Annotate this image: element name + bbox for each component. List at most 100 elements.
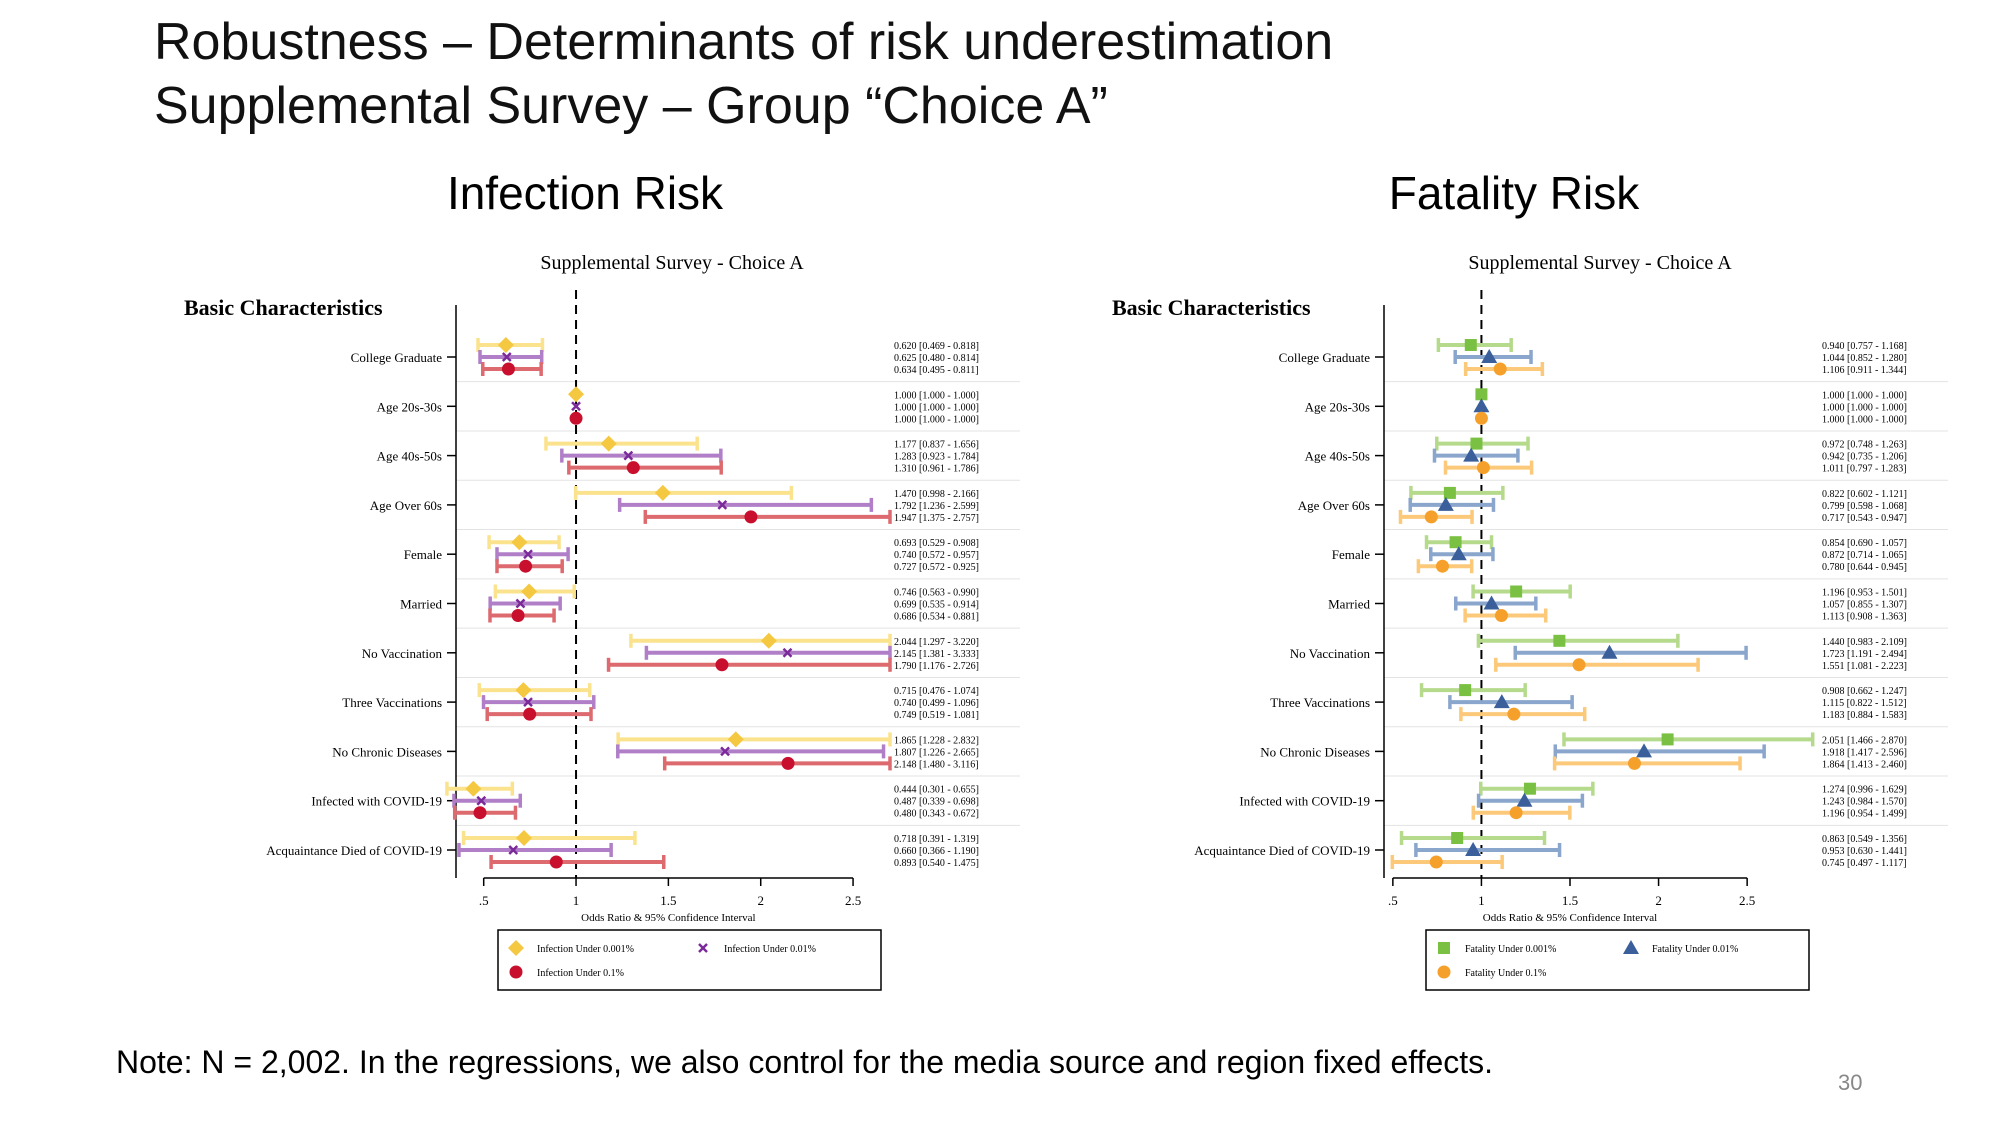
infection-point-infection-under-0-001 bbox=[654, 484, 671, 501]
infection-estimate-label: 0.740 [0.499 - 1.096] bbox=[894, 698, 979, 709]
fatality-legend-label-fatality-under-0-001: Fatality Under 0.001% bbox=[1465, 944, 1556, 955]
fatality-point-fatality-under-0-1 bbox=[1424, 510, 1438, 524]
infection-legend-box bbox=[497, 929, 882, 991]
fatality-point-fatality-under-0-1 bbox=[1627, 756, 1641, 770]
fatality-point-fatality-under-0-01 bbox=[1493, 694, 1510, 709]
fatality-point-fatality-under-0-01 bbox=[1437, 496, 1454, 511]
fatality-estimate-label: 2.051 [1.466 - 2.870] bbox=[1822, 735, 1907, 746]
infection-point-infection-under-0-001 bbox=[515, 830, 532, 846]
infection-point-infection-under-0-001 bbox=[521, 583, 538, 600]
infection-legend-marker-infection-under-0-001 bbox=[508, 940, 524, 956]
fatality-point-fatality-under-0-001 bbox=[1510, 585, 1523, 598]
fatality-category-label-age-20s-30s: Age 20s-30s bbox=[1305, 399, 1370, 414]
infection-point-infection-under-0-1 bbox=[781, 756, 795, 770]
fatality-estimate-label: 0.953 [0.630 - 1.441] bbox=[1822, 846, 1907, 857]
infection-point-infection-under-0-01 bbox=[782, 647, 793, 658]
infection-estimate-label: 1.177 [0.837 - 1.656] bbox=[894, 440, 979, 451]
infection-estimate-label: 1.283 [0.923 - 1.784] bbox=[894, 452, 979, 463]
infection-x-tick-label: 2.5 bbox=[845, 893, 861, 908]
fatality-point-fatality-under-0-1 bbox=[1474, 411, 1488, 425]
infection-category-label-three-vaccinations: Three Vaccinations bbox=[342, 695, 442, 710]
infection-series-infection-under-0-001 bbox=[445, 337, 892, 846]
infection-estimate-label: 2.044 [1.297 - 3.220] bbox=[894, 637, 979, 648]
panel-title-fatality: Fatality Risk bbox=[1388, 167, 1640, 219]
fatality-point-fatality-under-0-001 bbox=[1443, 486, 1456, 499]
fatality-category-label-age-40s-50s: Age 40s-50s bbox=[1305, 449, 1370, 464]
fatality-estimate-label: 1.000 [1.000 - 1.000] bbox=[1822, 390, 1907, 401]
fatality-point-fatality-under-0-01 bbox=[1636, 743, 1653, 758]
fatality-estimate-label: 0.972 [0.748 - 1.263] bbox=[1822, 440, 1907, 451]
infection-estimate-label: 1.865 [1.228 - 2.832] bbox=[894, 735, 979, 746]
fatality-x-tick-label: .5 bbox=[1388, 893, 1398, 908]
infection-estimate-label: 0.727 [0.572 - 0.925] bbox=[894, 562, 979, 573]
fatality-legend-marker-fatality-under-0-1 bbox=[1437, 965, 1451, 979]
infection-category-label-female: Female bbox=[404, 547, 442, 562]
infection-point-infection-under-0-1 bbox=[549, 855, 563, 869]
fatality-estimate-label: 0.854 [0.690 - 1.057] bbox=[1822, 538, 1907, 549]
infection-estimate-label: 0.444 [0.301 - 0.655] bbox=[894, 785, 979, 796]
fatality-estimate-label: 1.243 [0.984 - 1.570] bbox=[1822, 797, 1907, 808]
fatality-x-tick-label: 2 bbox=[1655, 893, 1662, 908]
fatality-category-label-no-vaccination: No Vaccination bbox=[1290, 646, 1371, 661]
fatality-category-label-no-chronic-diseases: No Chronic Diseases bbox=[1260, 744, 1370, 759]
infection-estimate-label: 0.715 [0.476 - 1.074] bbox=[894, 686, 979, 697]
infection-point-infection-under-0-01 bbox=[476, 795, 487, 806]
infection-series-infection-under-0-1 bbox=[452, 362, 892, 869]
infection-point-infection-under-0-01-stroke-b bbox=[717, 500, 728, 510]
fatality-estimate-label: 1.918 [1.417 - 2.596] bbox=[1822, 747, 1907, 758]
fatality-legend-label-fatality-under-0-1: Fatality Under 0.1% bbox=[1465, 968, 1546, 979]
fatality-point-fatality-under-0-01 bbox=[1465, 842, 1482, 856]
infection-point-infection-under-0-001 bbox=[727, 731, 744, 748]
infection-point-infection-under-0-001 bbox=[515, 682, 532, 699]
fatality-series-fatality-under-0-01 bbox=[1408, 349, 1766, 857]
fatality-estimate-label: 0.780 [0.644 - 0.945] bbox=[1822, 562, 1907, 573]
infection-point-infection-under-0-1 bbox=[744, 510, 758, 524]
infection-estimate-label: 1.000 [1.000 - 1.000] bbox=[894, 390, 979, 401]
infection-point-infection-under-0-01 bbox=[571, 401, 581, 412]
fatality-x-tick-label: 2.5 bbox=[1739, 893, 1755, 908]
panel-title-infection: Infection Risk bbox=[446, 167, 724, 219]
infection-point-infection-under-0-1 bbox=[519, 559, 533, 573]
infection-estimate-label: 1.470 [0.998 - 2.166] bbox=[894, 489, 979, 500]
infection-estimate-label: 0.746 [0.563 - 0.990] bbox=[894, 588, 979, 599]
infection-estimate-label: 0.699 [0.535 - 0.914] bbox=[894, 600, 979, 611]
infection-estimate-label: 0.740 [0.572 - 0.957] bbox=[894, 550, 979, 561]
infection-category-label-no-chronic-diseases: No Chronic Diseases bbox=[332, 744, 442, 759]
fatality-point-fatality-under-0-001 bbox=[1475, 388, 1488, 401]
infection-point-infection-under-0-001 bbox=[511, 534, 528, 551]
fatality-point-fatality-under-0-001 bbox=[1459, 684, 1472, 697]
fatality-point-fatality-under-0-001 bbox=[1523, 782, 1536, 795]
fatality-point-fatality-under-0-01 bbox=[1473, 398, 1490, 413]
infection-category-label-infected-with-covid-19: Infected with COVID-19 bbox=[311, 794, 442, 809]
fatality-point-fatality-under-0-1 bbox=[1429, 855, 1443, 869]
infection-point-infection-under-0-1 bbox=[626, 461, 640, 475]
fatality-estimate-label: 1.057 [0.855 - 1.307] bbox=[1822, 600, 1907, 611]
infection-category-label-age-40s-50s: Age 40s-50s bbox=[377, 449, 442, 464]
fatality-estimate-label: 1.196 [0.953 - 1.501] bbox=[1822, 588, 1907, 599]
fatality-estimate-label: 0.863 [0.549 - 1.356] bbox=[1822, 834, 1907, 845]
fatality-legend-box bbox=[1425, 929, 1810, 991]
infection-x-tick-label: 1.5 bbox=[660, 893, 676, 908]
fatality-category-label-married: Married bbox=[1328, 597, 1370, 612]
infection-point-infection-under-0-01 bbox=[515, 598, 526, 609]
infection-category-label-college-graduate: College Graduate bbox=[351, 350, 443, 365]
infection-estimate-label: 1.792 [1.236 - 2.599] bbox=[894, 501, 979, 512]
infection-estimate-label: 0.718 [0.391 - 1.319] bbox=[894, 834, 979, 845]
infection-chart-title: Supplemental Survey - Choice A bbox=[540, 252, 804, 274]
fatality-point-fatality-under-0-1 bbox=[1507, 707, 1521, 721]
infection-x-tick-label: 2 bbox=[757, 893, 764, 908]
infection-point-infection-under-0-1 bbox=[569, 411, 583, 425]
infection-estimate-label: 0.693 [0.529 - 0.908] bbox=[894, 538, 979, 549]
fatality-estimate-label: 0.908 [0.662 - 1.247] bbox=[1822, 686, 1907, 697]
infection-point-infection-under-0-01-stroke-b bbox=[476, 795, 487, 806]
fatality-estimate-label: 1.196 [0.954 - 1.499] bbox=[1822, 809, 1907, 820]
fatality-estimate-label: 1.864 [1.413 - 2.460] bbox=[1822, 759, 1907, 770]
infection-series-infection-under-0-01 bbox=[452, 350, 892, 857]
fatality-category-label-acquaintance-died-of-covid-19: Acquaintance Died of COVID-19 bbox=[1194, 843, 1370, 858]
infection-point-infection-under-0-01-stroke-b bbox=[508, 845, 519, 855]
infection-x-tick-label: .5 bbox=[479, 893, 489, 908]
infection-point-infection-under-0-01 bbox=[523, 549, 533, 560]
fatality-chart-title: Supplemental Survey - Choice A bbox=[1468, 252, 1732, 274]
infection-estimate-label: 0.749 [0.519 - 1.081] bbox=[894, 710, 979, 721]
infection-estimate-label: 2.145 [1.381 - 3.333] bbox=[894, 649, 979, 660]
